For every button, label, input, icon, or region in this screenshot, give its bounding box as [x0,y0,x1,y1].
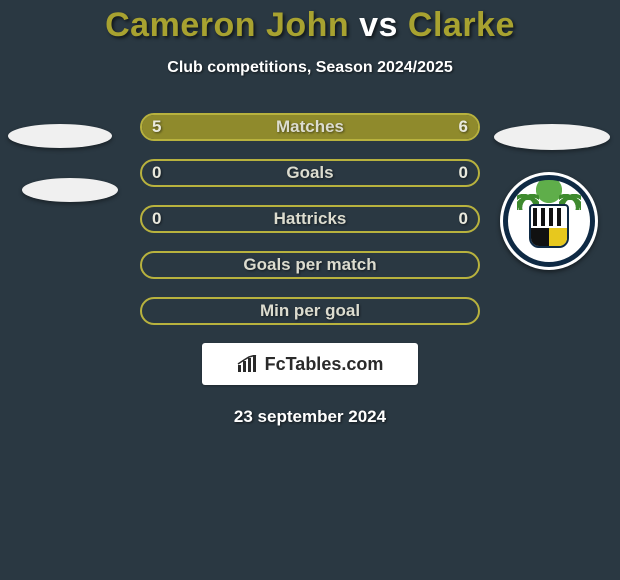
bar-track [140,251,480,279]
bar-track [140,113,480,141]
bar-track [140,297,480,325]
subtitle: Club competitions, Season 2024/2025 [0,59,620,77]
bar-fill-right [293,115,478,139]
brand-text: FcTables.com [265,354,384,375]
left-placeholder-ellipse-2 [22,178,118,202]
bar-track [140,159,480,187]
brand-badge: FcTables.com [202,343,418,385]
title-player-b: Clarke [408,6,515,44]
right-placeholder-ellipse [494,124,610,150]
bar-chart-icon [237,355,259,373]
date-line: 23 september 2024 [0,407,620,427]
page-title: Cameron John vs Clarke [0,0,620,45]
comparison-card: Cameron John vs Clarke Club competitions… [0,0,620,580]
stat-row: Min per goal [0,297,620,325]
left-placeholder-ellipse-1 [8,124,112,148]
crest-ring [503,175,595,267]
club-crest [500,172,598,270]
bar-track [140,205,480,233]
title-vs: vs [359,6,398,44]
bar-fill-left [142,115,293,139]
title-player-a: Cameron John [105,6,349,44]
